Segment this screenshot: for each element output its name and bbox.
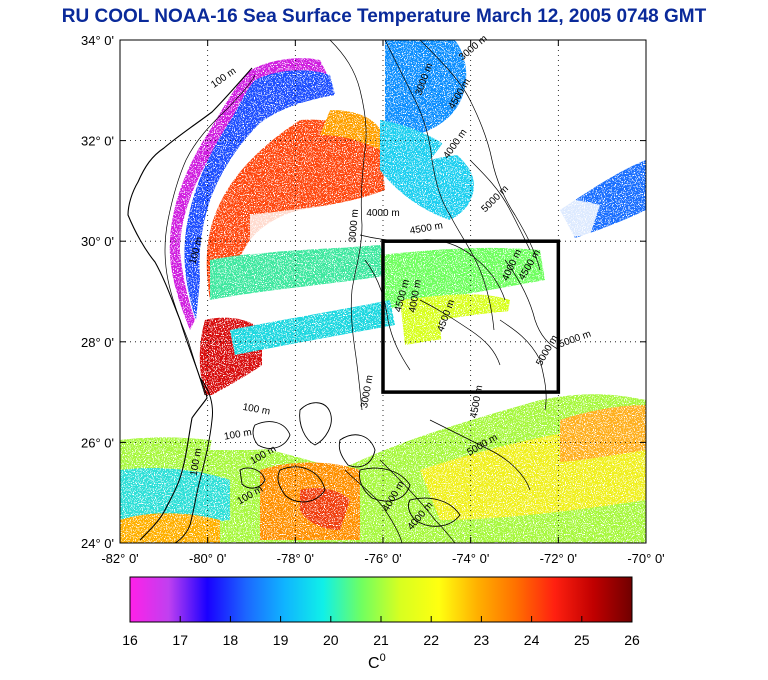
contour-label: 100 m: [189, 447, 205, 476]
colorbar-gradient: [129, 576, 633, 623]
lat-tick-label: 32° 0': [81, 134, 114, 149]
colorbar: 16 17 18 19 20 21 22 23 24 25 26 C0: [122, 576, 640, 672]
contour-label: 4000 m: [366, 208, 399, 219]
map-title: RU COOL NOAA-16 Sea Surface Temperature …: [61, 6, 707, 27]
lon-tick-label: -76° 0': [364, 551, 401, 566]
colorbar-tick-label: 17: [172, 632, 188, 648]
colorbar-tick-label: 18: [223, 632, 239, 648]
lon-tick-label: -80° 0': [189, 551, 226, 566]
contour-label: 100 m: [242, 402, 271, 418]
colorbar-tick-label: 20: [323, 632, 339, 648]
colorbar-tick-label: 16: [122, 632, 138, 648]
colorbar-ticks: 16 17 18 19 20 21 22 23 24 25 26: [122, 616, 640, 648]
colorbar-unit: C0: [368, 652, 386, 672]
lon-tick-label: -72° 0': [540, 551, 577, 566]
lon-tick-label: -78° 0': [277, 551, 314, 566]
bathymetry-contours: [164, 40, 561, 543]
lat-tick-label: 24° 0': [81, 536, 114, 551]
colorbar-tick-label: 23: [474, 632, 490, 648]
colorbar-tick-label: 24: [524, 632, 540, 648]
lat-tick-label: 34° 0': [81, 33, 114, 48]
study-region-box: [381, 239, 561, 394]
contour-label: 3000 m: [347, 209, 361, 243]
colorbar-tick-label: 25: [574, 632, 590, 648]
colorbar-tick-label: 22: [423, 632, 439, 648]
axis-ticks: -82° 0' -80° 0' -78° 0' -76° 0' -74° 0' -72° …: [81, 33, 665, 566]
lon-tick-label: -74° 0': [452, 551, 489, 566]
colorbar-tick-label: 21: [373, 632, 389, 648]
coastline-florida-east: [174, 377, 213, 543]
lon-tick-label: -82° 0': [101, 551, 138, 566]
lat-tick-label: 26° 0': [81, 435, 114, 450]
lat-tick-label: 28° 0': [81, 335, 114, 350]
lat-tick-label: 30° 0': [81, 234, 114, 249]
contour-label: 100 m: [223, 427, 252, 443]
lon-tick-label: -70° 0': [627, 551, 664, 566]
colorbar-tick-label: 26: [624, 632, 640, 648]
cloud-mask: [120, 40, 646, 450]
colorbar-tick-label: 19: [273, 632, 289, 648]
